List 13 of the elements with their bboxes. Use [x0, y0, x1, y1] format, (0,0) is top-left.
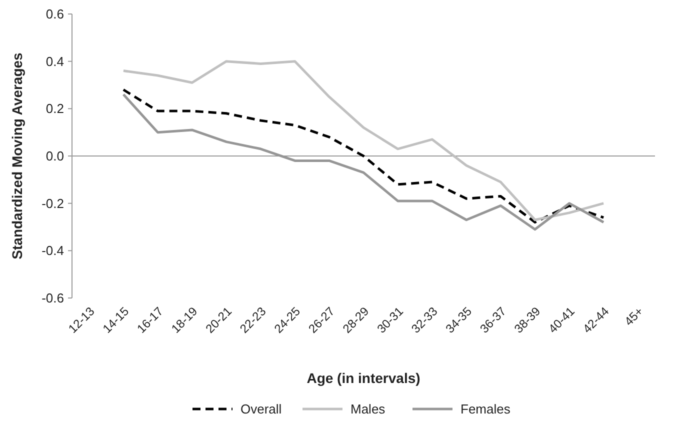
y-tick-label: -0.6: [42, 290, 64, 306]
x-axis-title: Age (in intervals): [306, 370, 420, 386]
y-tick-label: -0.4: [42, 243, 64, 258]
y-tick-label: -0.2: [42, 196, 64, 211]
legend-label: Females: [460, 402, 511, 417]
y-tick-label: 0.6: [46, 6, 64, 22]
x-tick-label: 45+: [622, 304, 646, 329]
y-tick-label: 0.2: [46, 101, 64, 116]
y-tick-label: 0.0: [46, 148, 64, 164]
y-axis-title: Standardized Moving Averages: [9, 52, 25, 260]
y-tick-label: 0.4: [46, 54, 64, 69]
legend-label: Overall: [240, 402, 282, 417]
legend-label: Males: [350, 402, 386, 417]
